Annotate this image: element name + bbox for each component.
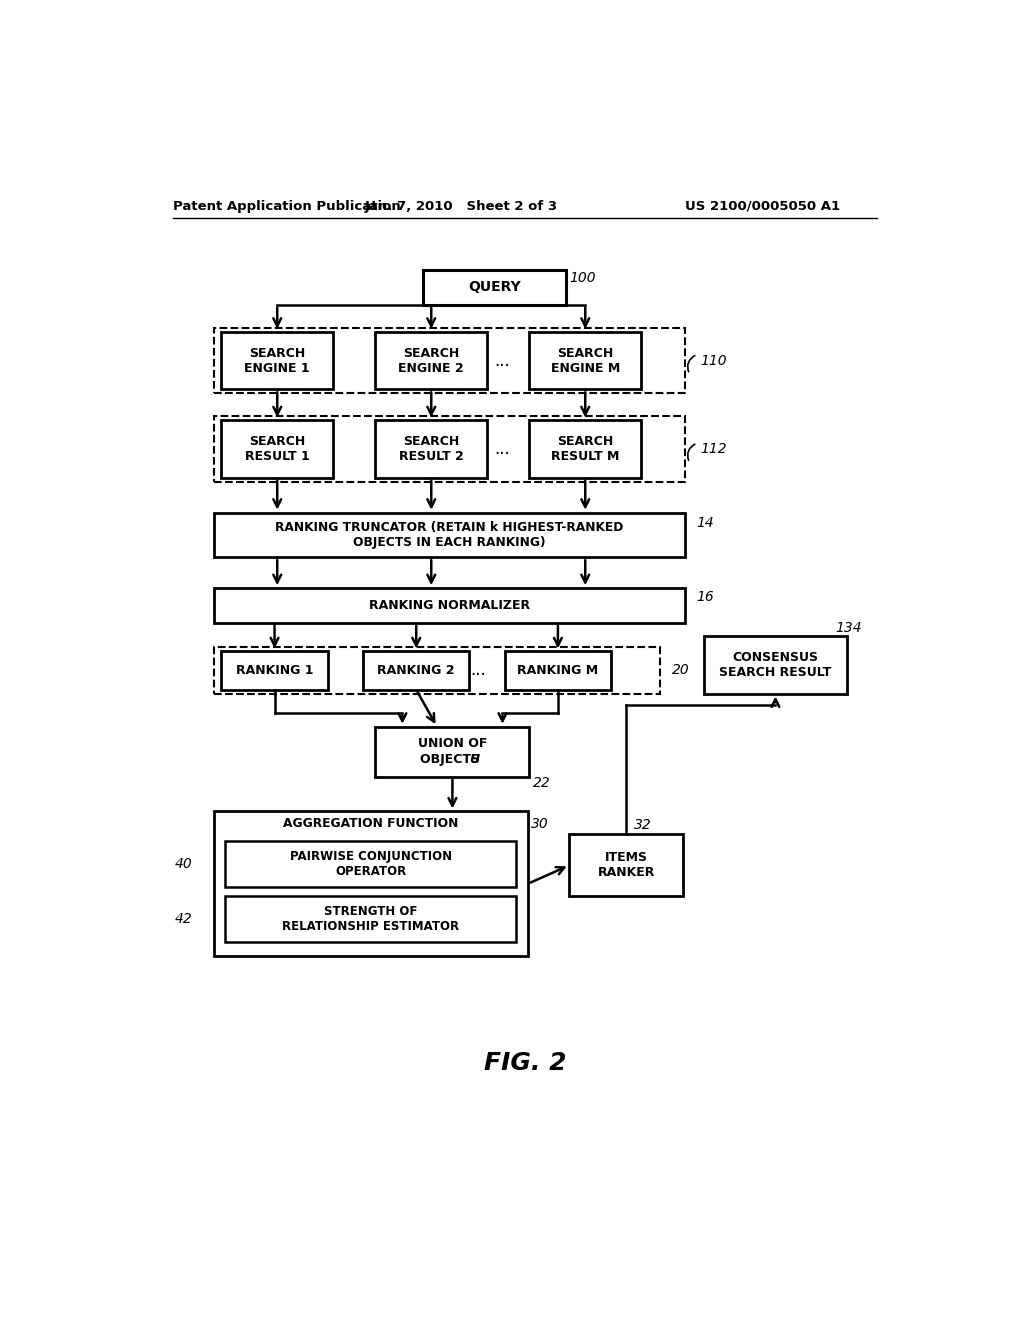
- Text: Patent Application Publication: Patent Application Publication: [173, 199, 400, 213]
- Text: ITEMS
RANKER: ITEMS RANKER: [598, 851, 655, 879]
- Bar: [505, 651, 611, 689]
- Text: 134: 134: [836, 622, 862, 635]
- Text: CONSENSUS
SEARCH RESULT: CONSENSUS SEARCH RESULT: [719, 651, 831, 678]
- Text: 30: 30: [531, 817, 549, 830]
- Text: SEARCH
RESULT 1: SEARCH RESULT 1: [245, 436, 309, 463]
- Text: 100: 100: [569, 271, 596, 285]
- Bar: [214, 647, 660, 693]
- Text: RANKING 2: RANKING 2: [378, 664, 455, 677]
- Text: SEARCH
ENGINE 2: SEARCH ENGINE 2: [398, 347, 464, 375]
- Text: SEARCH
ENGINE M: SEARCH ENGINE M: [551, 347, 620, 375]
- Bar: [705, 636, 847, 693]
- Bar: [529, 420, 641, 478]
- Text: PAIRWISE CONJUNCTION
OPERATOR: PAIRWISE CONJUNCTION OPERATOR: [290, 850, 452, 878]
- Bar: [214, 512, 685, 557]
- Text: ...: ...: [495, 351, 510, 370]
- Bar: [376, 420, 487, 478]
- Bar: [423, 271, 565, 305]
- Text: RANKING TRUNCATOR (RETAIN k HIGHEST-RANKED
OBJECTS IN EACH RANKING): RANKING TRUNCATOR (RETAIN k HIGHEST-RANK…: [275, 521, 624, 549]
- Bar: [214, 589, 685, 623]
- Text: 20: 20: [672, 664, 689, 677]
- Bar: [221, 420, 333, 478]
- Text: RANKING M: RANKING M: [517, 664, 598, 677]
- Text: RANKING NORMALIZER: RANKING NORMALIZER: [369, 599, 529, 612]
- Bar: [214, 327, 685, 393]
- Bar: [529, 331, 641, 389]
- Text: QUERY: QUERY: [468, 280, 521, 294]
- Text: 42: 42: [175, 912, 193, 927]
- Text: SEARCH
ENGINE 1: SEARCH ENGINE 1: [245, 347, 310, 375]
- Bar: [214, 416, 685, 482]
- Text: STRENGTH OF
RELATIONSHIP ESTIMATOR: STRENGTH OF RELATIONSHIP ESTIMATOR: [283, 906, 460, 933]
- Text: FIG. 2: FIG. 2: [483, 1051, 566, 1076]
- Bar: [225, 841, 516, 887]
- Text: UNION OF: UNION OF: [418, 738, 487, 751]
- Text: SEARCH
RESULT 2: SEARCH RESULT 2: [399, 436, 464, 463]
- Bar: [569, 834, 683, 896]
- Text: Jan. 7, 2010   Sheet 2 of 3: Jan. 7, 2010 Sheet 2 of 3: [366, 199, 558, 213]
- Text: ...: ...: [495, 440, 510, 458]
- Text: 110: 110: [700, 354, 727, 367]
- Text: AGGREGATION FUNCTION: AGGREGATION FUNCTION: [283, 817, 459, 830]
- Text: 22: 22: [534, 776, 551, 789]
- Bar: [221, 651, 328, 689]
- Text: 16: 16: [696, 590, 715, 605]
- Text: OBJECTS: OBJECTS: [420, 752, 484, 766]
- Text: 32: 32: [634, 818, 652, 832]
- Bar: [221, 331, 333, 389]
- Text: 14: 14: [696, 516, 715, 531]
- Text: 40: 40: [175, 857, 193, 871]
- Bar: [376, 331, 487, 389]
- Bar: [225, 896, 516, 942]
- Text: RANKING 1: RANKING 1: [236, 664, 313, 677]
- Text: ...: ...: [471, 661, 486, 680]
- Text: U: U: [469, 752, 479, 766]
- Bar: [376, 726, 529, 776]
- Bar: [214, 812, 528, 956]
- Text: SEARCH
RESULT M: SEARCH RESULT M: [551, 436, 620, 463]
- Bar: [364, 651, 469, 689]
- Text: US 2100/0005050 A1: US 2100/0005050 A1: [685, 199, 840, 213]
- Text: 112: 112: [700, 442, 727, 457]
